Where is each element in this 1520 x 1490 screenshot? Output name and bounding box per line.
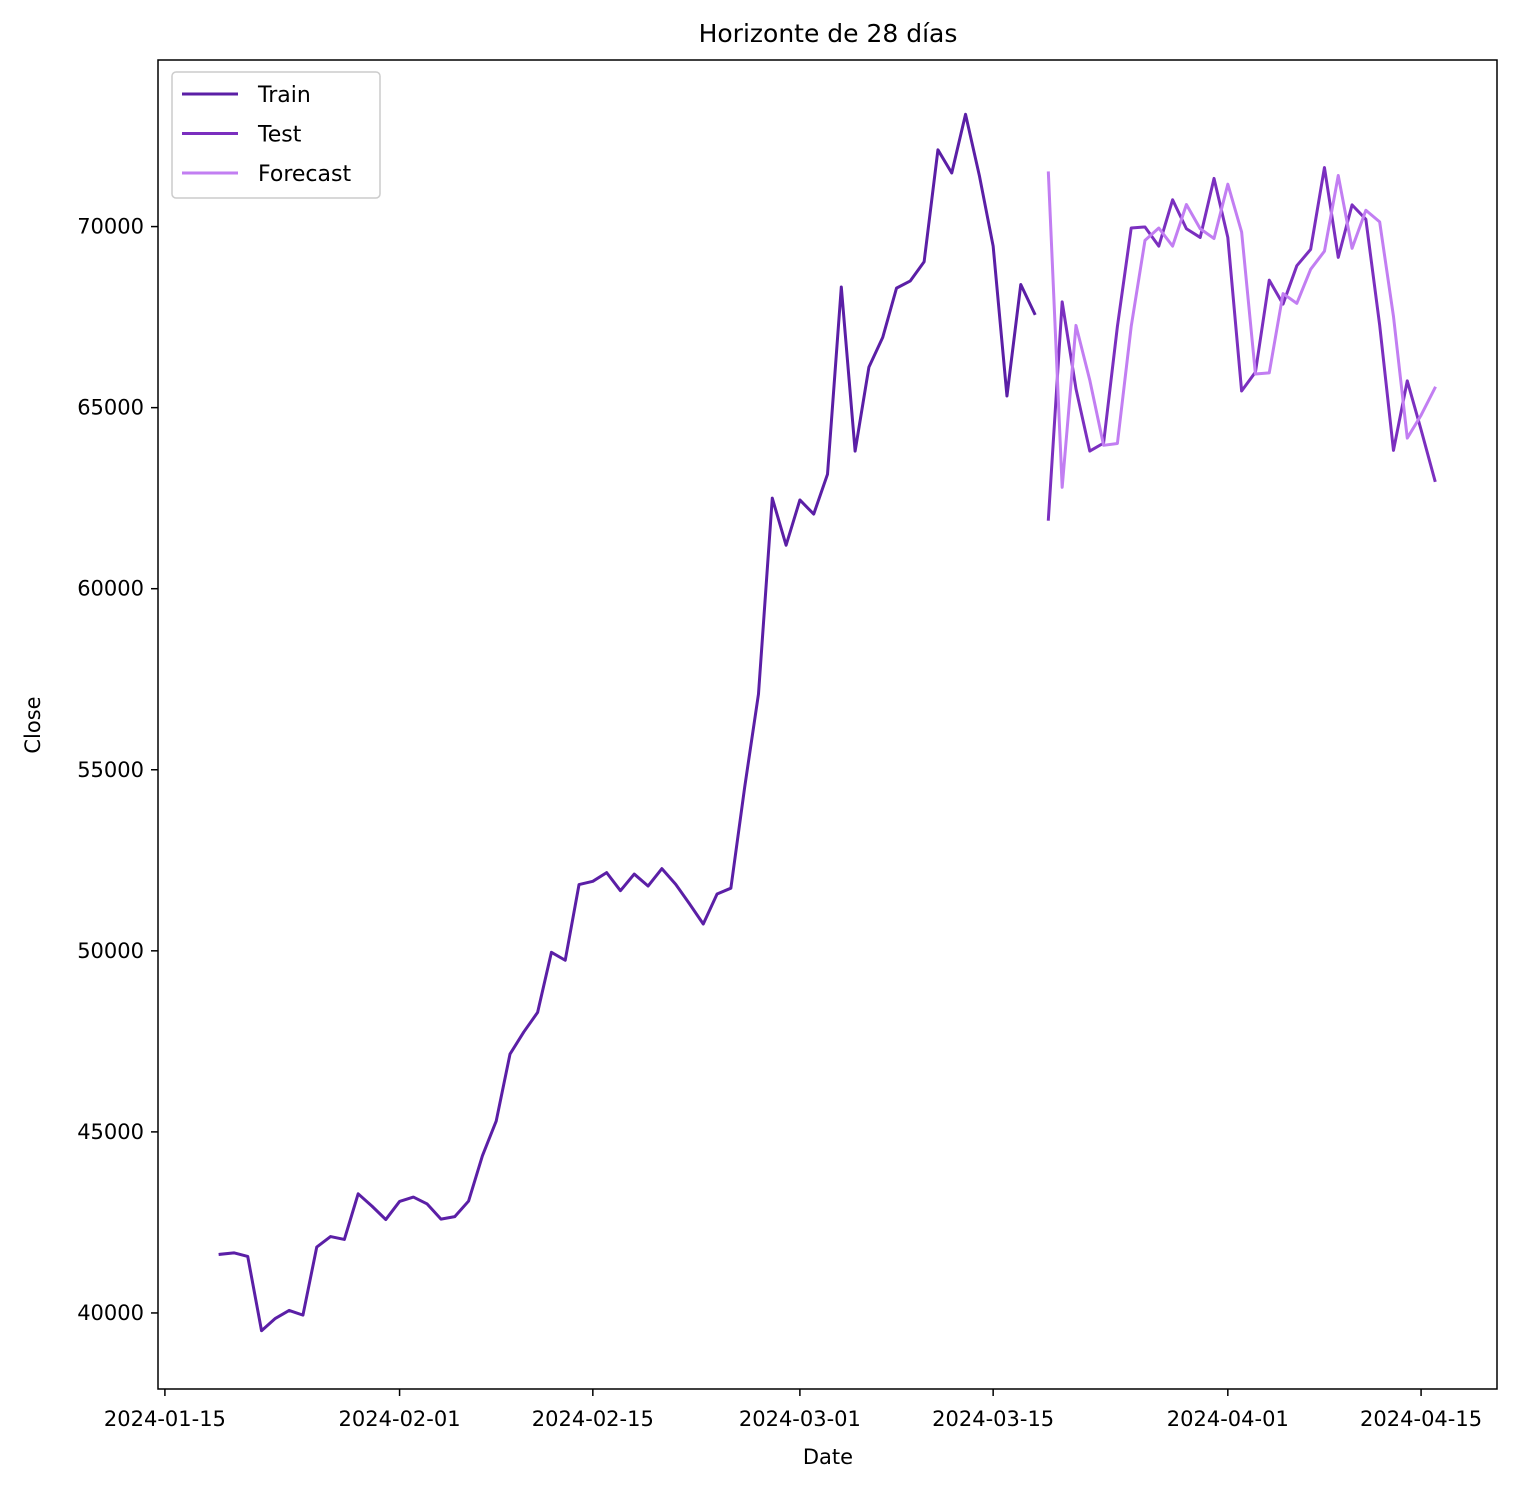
x-tick-label: 2024-04-15 bbox=[1360, 1407, 1482, 1431]
legend: Train Test Forecast bbox=[171, 71, 381, 199]
y-axis-label: Close bbox=[21, 696, 45, 753]
y-tick-label: 60000 bbox=[77, 577, 144, 601]
x-axis: 2024-01-15 2024-02-01 2024-02-15 2024-03-01… bbox=[104, 1389, 1482, 1431]
y-tick-label: 45000 bbox=[77, 1120, 144, 1144]
x-tick-label: 2024-04-01 bbox=[1167, 1407, 1289, 1431]
y-tick-label: 65000 bbox=[77, 396, 144, 420]
y-tick-label: 40000 bbox=[77, 1301, 144, 1325]
y-axis: 40000 45000 50000 55000 60000 65000 70000 bbox=[77, 215, 158, 1325]
series-line-train bbox=[218, 112, 1037, 1333]
y-tick-label: 55000 bbox=[77, 758, 144, 782]
x-tick-label: 2024-03-15 bbox=[932, 1407, 1054, 1431]
x-axis-label: Date bbox=[803, 1445, 853, 1469]
x-tick-label: 2024-01-15 bbox=[104, 1407, 226, 1431]
legend-label-train: Train bbox=[257, 83, 311, 108]
chart-title: Horizonte de 28 días bbox=[699, 19, 958, 48]
legend-label-forecast: Forecast bbox=[258, 162, 351, 187]
series-lines bbox=[218, 112, 1437, 1333]
legend-box bbox=[171, 71, 381, 199]
plot-frame bbox=[157, 59, 1498, 1390]
series-line-test bbox=[1046, 166, 1437, 521]
x-tick-label: 2024-02-01 bbox=[339, 1407, 461, 1431]
x-tick-label: 2024-03-01 bbox=[739, 1407, 861, 1431]
series-line-forecast bbox=[1046, 171, 1437, 489]
x-tick-label: 2024-02-15 bbox=[532, 1407, 654, 1431]
legend-label-test: Test bbox=[257, 123, 302, 148]
y-tick-label: 50000 bbox=[77, 939, 144, 963]
y-tick-label: 70000 bbox=[77, 215, 144, 239]
